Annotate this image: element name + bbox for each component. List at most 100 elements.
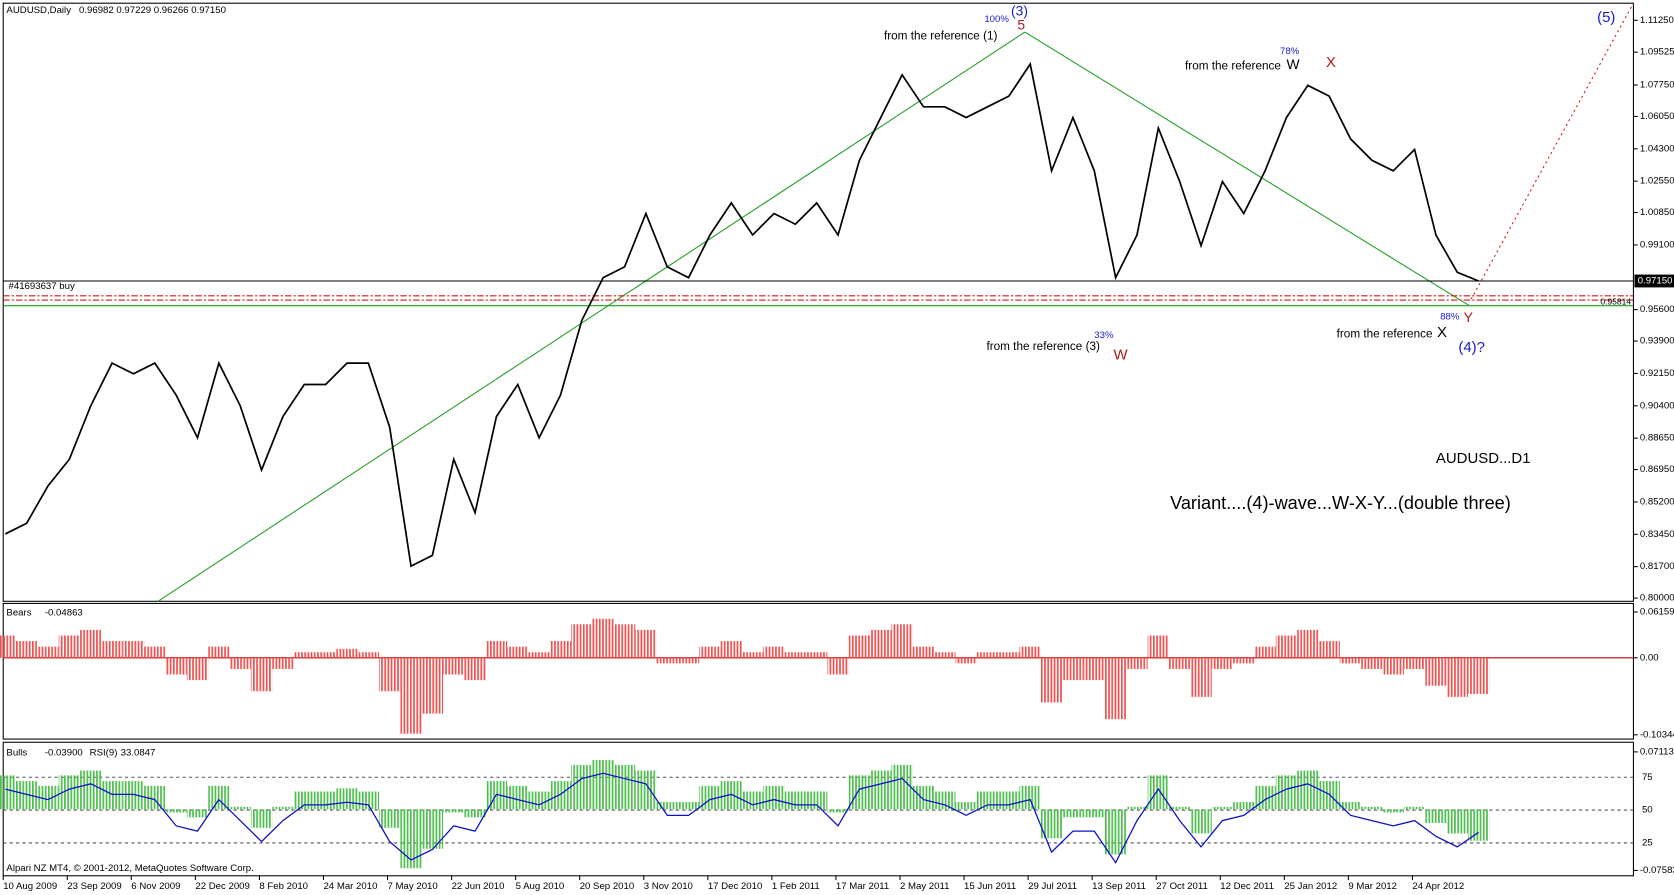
bar xyxy=(1169,657,1191,669)
bar xyxy=(1211,657,1234,669)
y-tick-label: 1.00850 xyxy=(1640,207,1674,218)
y-tick-label: 0.86950 xyxy=(1640,464,1674,475)
bar xyxy=(485,641,508,658)
bar xyxy=(763,646,785,658)
bar xyxy=(528,791,550,810)
y-tick-label: 0.80000 xyxy=(1640,593,1674,604)
bar xyxy=(1446,657,1468,697)
indicator-value: -0.04863 xyxy=(45,608,83,619)
bar xyxy=(1318,641,1340,658)
x-tick-label: 9 Mar 2012 xyxy=(1348,881,1397,892)
bar xyxy=(293,791,315,810)
bar xyxy=(1233,802,1255,810)
bar xyxy=(229,806,251,810)
bar xyxy=(1297,629,1319,658)
price-panel xyxy=(2,2,1634,602)
bar xyxy=(955,657,977,664)
bar xyxy=(443,809,465,813)
annotation: W xyxy=(1114,347,1129,364)
y2-tick-label: 50 xyxy=(1642,805,1653,816)
bar xyxy=(571,624,593,658)
x-tick-label: 13 Sep 2011 xyxy=(1092,881,1146,892)
bar xyxy=(144,646,166,658)
bar xyxy=(549,781,572,810)
indicator-name: Bears xyxy=(6,608,31,619)
x-tick-label: 8 Feb 2010 xyxy=(259,881,308,892)
bar xyxy=(741,652,764,658)
bar xyxy=(1275,775,1298,810)
y-tick-label: 0.92150 xyxy=(1640,368,1674,379)
bar xyxy=(0,775,17,810)
x-tick-label: 25 Jan 2012 xyxy=(1284,881,1337,892)
bar xyxy=(1339,657,1362,664)
annotation: X xyxy=(1326,54,1336,71)
bar xyxy=(314,791,337,810)
bar xyxy=(507,646,529,658)
y-tick-label: 1.02550 xyxy=(1640,176,1674,187)
bar xyxy=(763,785,785,810)
bar xyxy=(870,770,892,810)
bar xyxy=(101,641,123,658)
bar xyxy=(1083,657,1105,681)
bar xyxy=(998,791,1020,810)
y-tick-label: 0.99100 xyxy=(1640,239,1674,250)
rsi-line xyxy=(5,772,1479,864)
bar xyxy=(122,781,145,810)
bar xyxy=(976,652,999,658)
order-label: #41693637 buy xyxy=(9,281,75,292)
bar xyxy=(1104,657,1127,720)
indicator-name: RSI(9) xyxy=(90,747,118,758)
bar xyxy=(741,791,764,810)
y-tick-label: 0.88650 xyxy=(1640,433,1674,444)
annotation: 5 xyxy=(1017,16,1025,32)
bar xyxy=(1361,657,1383,669)
price-box xyxy=(1634,274,1674,288)
bar xyxy=(357,791,379,810)
bar xyxy=(827,809,849,813)
indicator-value: 33.0847 xyxy=(121,747,156,758)
bar xyxy=(998,652,1020,658)
bar xyxy=(1126,657,1148,669)
bar xyxy=(1169,806,1191,810)
y2-tick-label: 75 xyxy=(1642,772,1653,783)
bar xyxy=(1403,657,1426,669)
x-tick-label: 22 Jun 2010 xyxy=(452,881,505,892)
bar xyxy=(314,652,337,658)
annotation: 78% xyxy=(1280,46,1300,57)
bar xyxy=(421,657,444,714)
y-tick-label: 1.09525 xyxy=(1640,47,1674,58)
bar xyxy=(1467,657,1490,695)
bar xyxy=(934,791,956,810)
bar xyxy=(891,764,913,810)
bar xyxy=(122,641,145,658)
x-tick-label: 27 Oct 2011 xyxy=(1156,881,1208,892)
bar xyxy=(400,657,422,734)
bar xyxy=(272,806,294,810)
y2-tick-label: 25 xyxy=(1642,837,1653,848)
bar xyxy=(1190,809,1212,834)
bar xyxy=(1233,657,1255,664)
bar xyxy=(464,657,486,681)
annotation: Variant....(4)-wave...W-X-Y...(double th… xyxy=(1170,493,1511,513)
annotation: from the reference (1) xyxy=(884,29,998,42)
price-box-label: 0.97150 xyxy=(1638,276,1673,287)
bar xyxy=(208,646,230,658)
bar xyxy=(1019,785,1041,810)
y-tick-label: 0.06159 xyxy=(1640,607,1674,618)
bar xyxy=(656,802,678,810)
bar xyxy=(1126,806,1148,810)
y-tick-label: 1.07750 xyxy=(1640,80,1674,91)
bar xyxy=(827,657,849,675)
bar xyxy=(720,781,742,810)
y-tick-label: 0.90400 xyxy=(1640,400,1674,411)
bar xyxy=(891,624,913,658)
indicator-name: Bulls xyxy=(6,747,27,758)
bar xyxy=(186,809,209,818)
bar xyxy=(806,652,828,658)
y-tick-label: 0.81700 xyxy=(1640,561,1674,572)
bar xyxy=(37,785,59,810)
bar xyxy=(0,635,17,658)
bar xyxy=(976,791,999,810)
